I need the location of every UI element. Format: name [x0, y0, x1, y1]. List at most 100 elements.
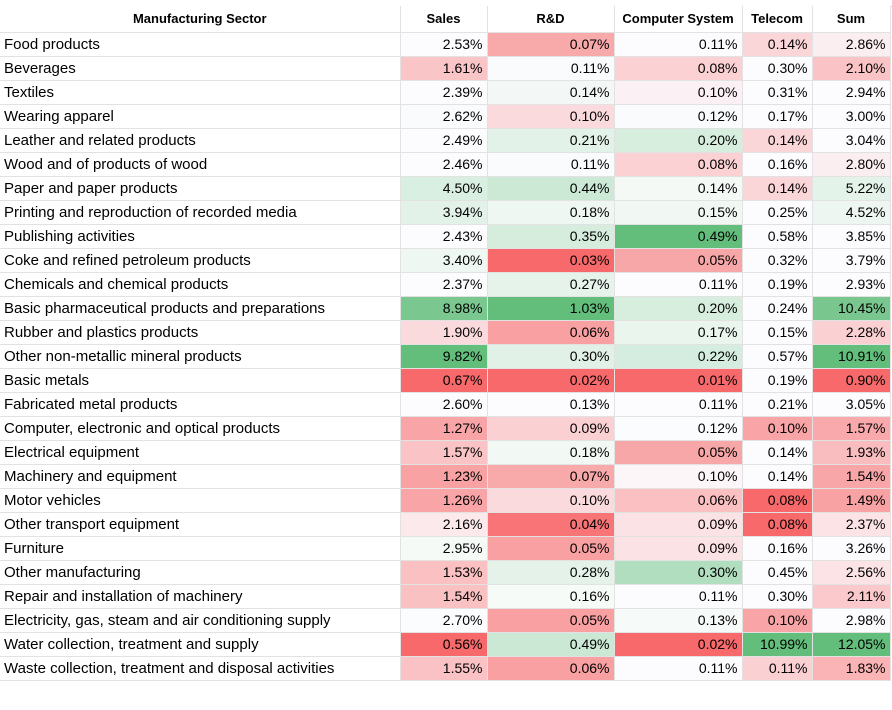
computer-system-cell[interactable]: 0.01%	[614, 368, 743, 393]
telecom-cell[interactable]: 0.57%	[742, 344, 813, 369]
rnd-cell[interactable]: 0.21%	[487, 128, 615, 153]
rnd-cell[interactable]: 0.28%	[487, 560, 615, 585]
column-header-computer-system[interactable]: Computer System	[614, 6, 743, 33]
sum-cell[interactable]: 3.04%	[812, 128, 891, 153]
sales-cell[interactable]: 2.16%	[400, 512, 488, 537]
rnd-cell[interactable]: 0.30%	[487, 344, 615, 369]
sales-cell[interactable]: 0.56%	[400, 632, 488, 657]
telecom-cell[interactable]: 0.10%	[742, 608, 813, 633]
computer-system-cell[interactable]: 0.49%	[614, 224, 743, 249]
sector-cell[interactable]: Publishing activities	[0, 224, 401, 249]
computer-system-cell[interactable]: 0.30%	[614, 560, 743, 585]
sum-cell[interactable]: 2.94%	[812, 80, 891, 105]
column-header-sum[interactable]: Sum	[812, 6, 891, 33]
rnd-cell[interactable]: 0.18%	[487, 200, 615, 225]
sales-cell[interactable]: 4.50%	[400, 176, 488, 201]
column-header-rnd[interactable]: R&D	[487, 6, 615, 33]
telecom-cell[interactable]: 0.14%	[742, 128, 813, 153]
rnd-cell[interactable]: 0.07%	[487, 464, 615, 489]
telecom-cell[interactable]: 0.14%	[742, 32, 813, 57]
rnd-cell[interactable]: 0.05%	[487, 608, 615, 633]
sector-cell[interactable]: Wood and of products of wood	[0, 152, 401, 177]
sector-cell[interactable]: Leather and related products	[0, 128, 401, 153]
sales-cell[interactable]: 1.27%	[400, 416, 488, 441]
telecom-cell[interactable]: 0.32%	[742, 248, 813, 273]
sales-cell[interactable]: 1.54%	[400, 584, 488, 609]
sales-cell[interactable]: 2.95%	[400, 536, 488, 561]
sales-cell[interactable]: 1.53%	[400, 560, 488, 585]
sum-cell[interactable]: 1.93%	[812, 440, 891, 465]
computer-system-cell[interactable]: 0.12%	[614, 416, 743, 441]
computer-system-cell[interactable]: 0.20%	[614, 128, 743, 153]
sales-cell[interactable]: 3.40%	[400, 248, 488, 273]
rnd-cell[interactable]: 0.06%	[487, 320, 615, 345]
sector-cell[interactable]: Basic metals	[0, 368, 401, 393]
computer-system-cell[interactable]: 0.11%	[614, 272, 743, 297]
computer-system-cell[interactable]: 0.11%	[614, 656, 743, 681]
rnd-cell[interactable]: 0.49%	[487, 632, 615, 657]
telecom-cell[interactable]: 0.45%	[742, 560, 813, 585]
sales-cell[interactable]: 0.67%	[400, 368, 488, 393]
sum-cell[interactable]: 3.26%	[812, 536, 891, 561]
sales-cell[interactable]: 2.46%	[400, 152, 488, 177]
rnd-cell[interactable]: 0.05%	[487, 536, 615, 561]
sum-cell[interactable]: 2.98%	[812, 608, 891, 633]
sector-cell[interactable]: Electrical equipment	[0, 440, 401, 465]
sum-cell[interactable]: 5.22%	[812, 176, 891, 201]
telecom-cell[interactable]: 0.31%	[742, 80, 813, 105]
sum-cell[interactable]: 0.90%	[812, 368, 891, 393]
rnd-cell[interactable]: 0.11%	[487, 152, 615, 177]
computer-system-cell[interactable]: 0.12%	[614, 104, 743, 129]
telecom-cell[interactable]: 0.24%	[742, 296, 813, 321]
telecom-cell[interactable]: 0.14%	[742, 464, 813, 489]
computer-system-cell[interactable]: 0.13%	[614, 608, 743, 633]
sales-cell[interactable]: 3.94%	[400, 200, 488, 225]
telecom-cell[interactable]: 0.58%	[742, 224, 813, 249]
sales-cell[interactable]: 1.26%	[400, 488, 488, 513]
computer-system-cell[interactable]: 0.09%	[614, 536, 743, 561]
computer-system-cell[interactable]: 0.10%	[614, 80, 743, 105]
sector-cell[interactable]: Fabricated metal products	[0, 392, 401, 417]
sum-cell[interactable]: 1.83%	[812, 656, 891, 681]
rnd-cell[interactable]: 0.09%	[487, 416, 615, 441]
telecom-cell[interactable]: 0.16%	[742, 152, 813, 177]
sum-cell[interactable]: 2.11%	[812, 584, 891, 609]
sector-cell[interactable]: Textiles	[0, 80, 401, 105]
sector-cell[interactable]: Beverages	[0, 56, 401, 81]
sum-cell[interactable]: 2.56%	[812, 560, 891, 585]
sum-cell[interactable]: 1.57%	[812, 416, 891, 441]
sales-cell[interactable]: 2.37%	[400, 272, 488, 297]
rnd-cell[interactable]: 0.16%	[487, 584, 615, 609]
column-header-sales[interactable]: Sales	[400, 6, 488, 33]
sales-cell[interactable]: 1.61%	[400, 56, 488, 81]
sales-cell[interactable]: 1.57%	[400, 440, 488, 465]
sum-cell[interactable]: 12.05%	[812, 632, 891, 657]
sum-cell[interactable]: 2.28%	[812, 320, 891, 345]
rnd-cell[interactable]: 0.10%	[487, 104, 615, 129]
telecom-cell[interactable]: 0.10%	[742, 416, 813, 441]
telecom-cell[interactable]: 10.99%	[742, 632, 813, 657]
telecom-cell[interactable]: 0.17%	[742, 104, 813, 129]
sector-cell[interactable]: Printing and reproduction of recorded me…	[0, 200, 401, 225]
telecom-cell[interactable]: 0.16%	[742, 536, 813, 561]
sector-cell[interactable]: Repair and installation of machinery	[0, 584, 401, 609]
telecom-cell[interactable]: 0.19%	[742, 272, 813, 297]
rnd-cell[interactable]: 0.35%	[487, 224, 615, 249]
sum-cell[interactable]: 10.45%	[812, 296, 891, 321]
sector-cell[interactable]: Computer, electronic and optical product…	[0, 416, 401, 441]
computer-system-cell[interactable]: 0.10%	[614, 464, 743, 489]
sum-cell[interactable]: 2.80%	[812, 152, 891, 177]
sales-cell[interactable]: 2.62%	[400, 104, 488, 129]
telecom-cell[interactable]: 0.08%	[742, 488, 813, 513]
rnd-cell[interactable]: 0.11%	[487, 56, 615, 81]
computer-system-cell[interactable]: 0.11%	[614, 392, 743, 417]
rnd-cell[interactable]: 0.13%	[487, 392, 615, 417]
rnd-cell[interactable]: 0.07%	[487, 32, 615, 57]
sales-cell[interactable]: 1.55%	[400, 656, 488, 681]
sector-cell[interactable]: Machinery and equipment	[0, 464, 401, 489]
computer-system-cell[interactable]: 0.09%	[614, 512, 743, 537]
sum-cell[interactable]: 2.93%	[812, 272, 891, 297]
sector-cell[interactable]: Waste collection, treatment and disposal…	[0, 656, 401, 681]
sum-cell[interactable]: 3.85%	[812, 224, 891, 249]
rnd-cell[interactable]: 0.14%	[487, 80, 615, 105]
